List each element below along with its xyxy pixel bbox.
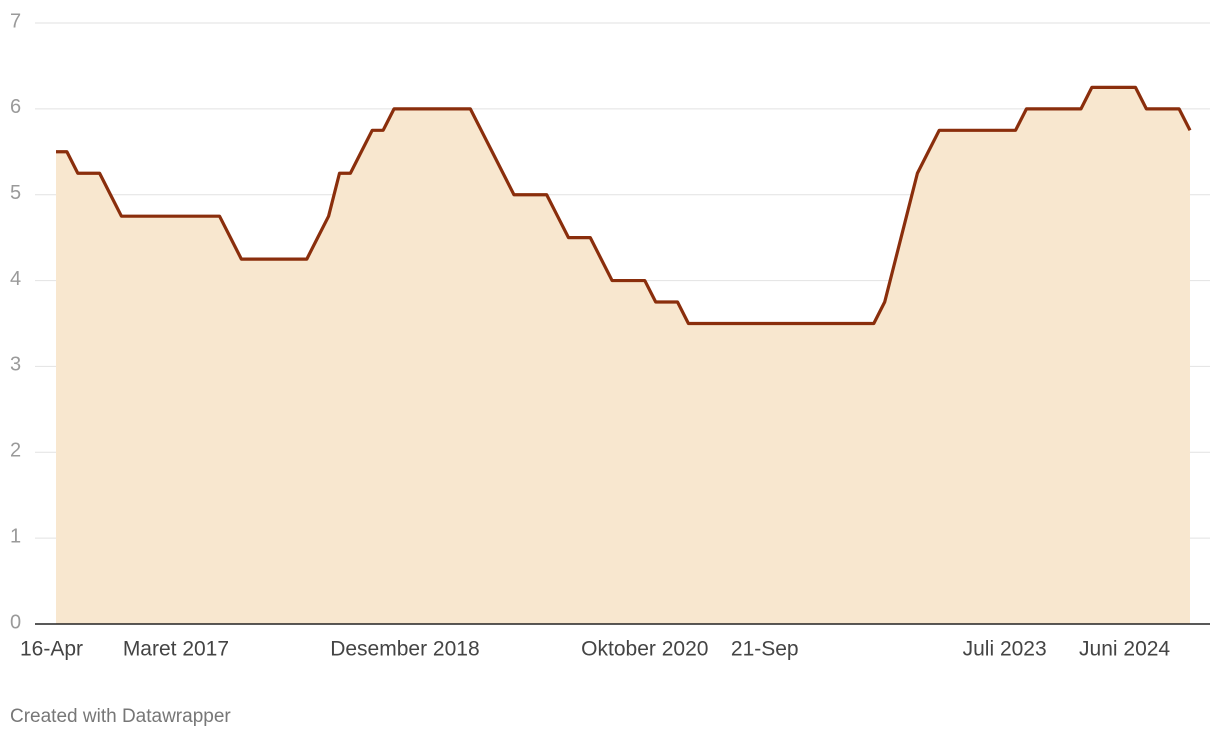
- y-tick-label: 2: [10, 440, 21, 462]
- y-tick-label: 1: [10, 525, 21, 547]
- y-tick-label: 3: [10, 354, 21, 376]
- y-tick-label: 5: [10, 182, 21, 204]
- y-tick-label: 6: [10, 96, 21, 118]
- credit: Created with Datawrapper: [10, 706, 231, 727]
- area-fill: [56, 87, 1190, 624]
- x-tick-label: Juni 2024: [1079, 638, 1170, 661]
- y-tick-label: 0: [10, 611, 21, 633]
- line: [56, 85, 1192, 326]
- x-tick-label: Maret 2017: [123, 638, 229, 661]
- x-tick-label: Oktober 2020: [581, 638, 708, 661]
- y-tick-label: 7: [10, 10, 21, 32]
- x-tick-label: Juli 2023: [963, 638, 1047, 661]
- y-tick-label: 4: [10, 268, 21, 290]
- x-tick-label: Desember 2018: [330, 638, 479, 661]
- x-tick-label: 16-Apr: [20, 638, 83, 661]
- x-tick-label: 21-Sep: [731, 638, 799, 661]
